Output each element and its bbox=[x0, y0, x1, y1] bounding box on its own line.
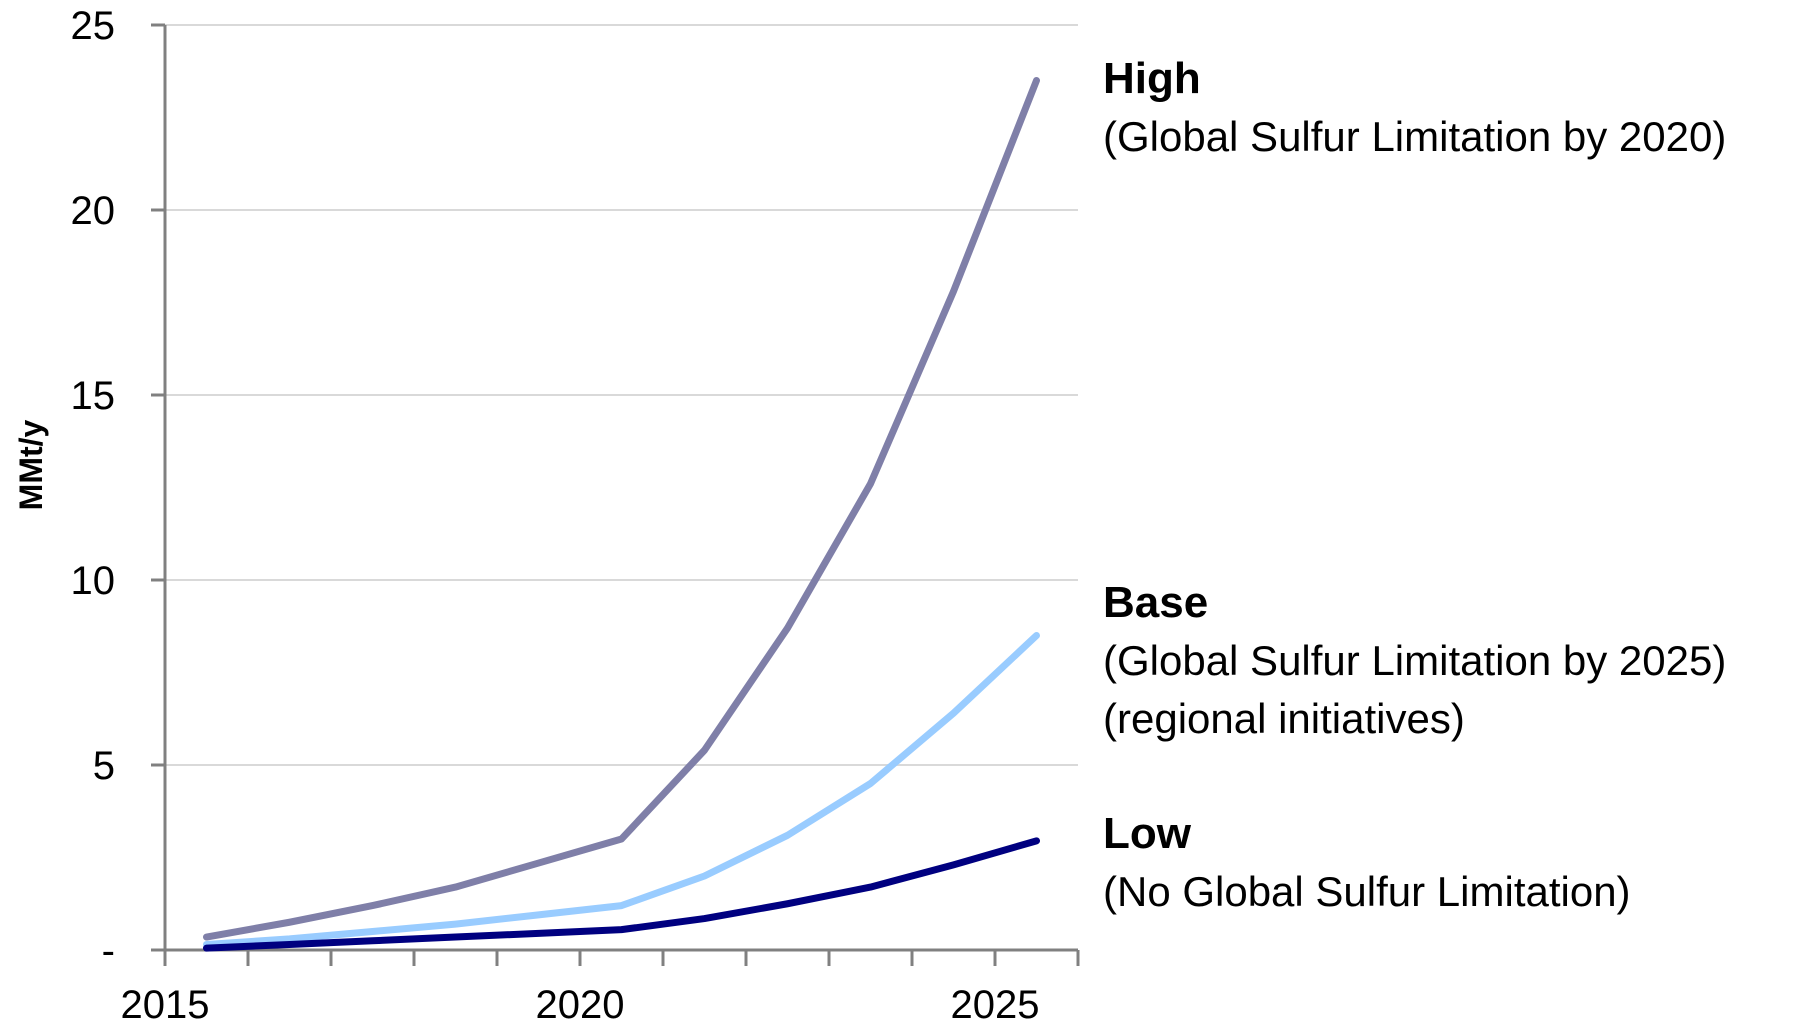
series-label-subtitle: (Global Sulfur Limitation by 2025) bbox=[1103, 637, 1726, 684]
series-label-subtitle: (regional initiatives) bbox=[1103, 695, 1465, 742]
y-tick-label: 25 bbox=[71, 4, 116, 48]
x-tick-label: 2020 bbox=[536, 983, 625, 1025]
series-line-base bbox=[203, 632, 1040, 948]
series-label-title: Base bbox=[1103, 578, 1208, 627]
series-line-high bbox=[203, 77, 1040, 941]
axes bbox=[163, 25, 1078, 952]
x-tick-label: 2015 bbox=[121, 983, 210, 1025]
grid-lines bbox=[165, 24, 1078, 766]
y-tick-label: 20 bbox=[71, 189, 116, 233]
y-axis-ticks: - 5 10 15 20 25 bbox=[71, 4, 165, 973]
series-label-title: High bbox=[1103, 54, 1201, 103]
y-tick-label: 15 bbox=[71, 374, 116, 418]
x-tick-label: 2025 bbox=[951, 983, 1040, 1025]
y-tick-label: 5 bbox=[93, 744, 115, 788]
series-label-base: Base (Global Sulfur Limitation by 2025) (r… bbox=[1103, 578, 1726, 742]
series-label-subtitle: (No Global Sulfur Limitation) bbox=[1103, 868, 1631, 915]
y-tick-label: 10 bbox=[71, 559, 116, 603]
series-labels: High (Global Sulfur Limitation by 2020) Ba… bbox=[1103, 54, 1726, 915]
x-axis-ticks: 2015 2020 2025 bbox=[121, 950, 1080, 1025]
series-label-low: Low (No Global Sulfur Limitation) bbox=[1103, 809, 1631, 915]
series-lines bbox=[203, 77, 1040, 952]
series-label-subtitle: (Global Sulfur Limitation by 2020) bbox=[1103, 113, 1726, 160]
series-label-high: High (Global Sulfur Limitation by 2020) bbox=[1103, 54, 1726, 160]
series-label-title: Low bbox=[1103, 809, 1192, 858]
y-axis-label: MMt/y bbox=[13, 419, 49, 510]
series-line-low bbox=[203, 837, 1040, 952]
y-tick-label: - bbox=[102, 929, 115, 973]
